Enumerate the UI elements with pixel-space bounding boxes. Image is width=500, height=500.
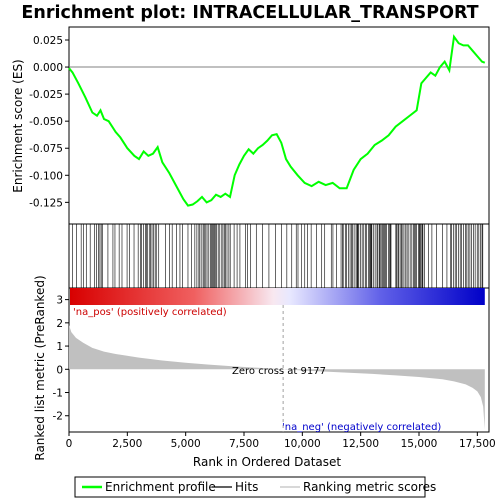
es-tick-label: -0.050 [29, 116, 63, 128]
x-axis-label: Rank in Ordered Dataset [193, 455, 341, 469]
x-tick-label: 2,500 [112, 438, 142, 450]
chart-title: Enrichment plot: INTRACELLULAR_TRANSPORT [21, 3, 478, 23]
x-tick-label: 15,000 [401, 438, 438, 450]
legend-label: Enrichment profile [105, 480, 216, 494]
legend-box [74, 476, 426, 498]
es-tick-label: -0.075 [29, 143, 63, 155]
metric-tick-label: 1 [56, 341, 63, 353]
legend-label: Hits [235, 480, 258, 494]
neg-annotation: 'na_neg' (negatively correlated) [282, 422, 441, 433]
metric-tick-label: -2 [53, 411, 63, 423]
es-tick-label: 0.025 [33, 35, 63, 47]
hits-panel [68, 223, 490, 289]
zero-cross-annotation: Zero cross at 9177 [232, 366, 326, 377]
es-tick-label: -0.100 [29, 170, 63, 182]
metric-tick-label: 3 [56, 295, 63, 307]
metric-tick-label: 2 [56, 318, 63, 330]
x-tick-label: 17,500 [459, 438, 496, 450]
pos-annotation: 'na_pos' (positively correlated) [73, 307, 227, 318]
x-tick-label: 10,000 [284, 438, 321, 450]
legend-label: Ranking metric scores [303, 480, 436, 494]
x-tick-label: 0 [66, 438, 73, 450]
metric-axis-label: Ranked list metric (PreRanked) [33, 275, 47, 460]
hit-marks [72, 224, 484, 288]
metric-tick-label: 0 [56, 364, 63, 376]
x-tick-label: 7,500 [229, 438, 259, 450]
es-tick-label: -0.025 [29, 89, 63, 101]
enrichment-profile-line [68, 34, 486, 207]
es-tick-label: -0.125 [29, 197, 63, 209]
es-axis-label: Enrichment score (ES) [11, 59, 25, 192]
ranking-color-bar [70, 288, 485, 305]
es-tick-label: 0.000 [33, 62, 63, 74]
es-panel [68, 26, 490, 225]
x-tick-label: 12,500 [342, 438, 379, 450]
x-tick-label: 5,000 [171, 438, 201, 450]
metric-tick-label: -1 [53, 388, 63, 400]
